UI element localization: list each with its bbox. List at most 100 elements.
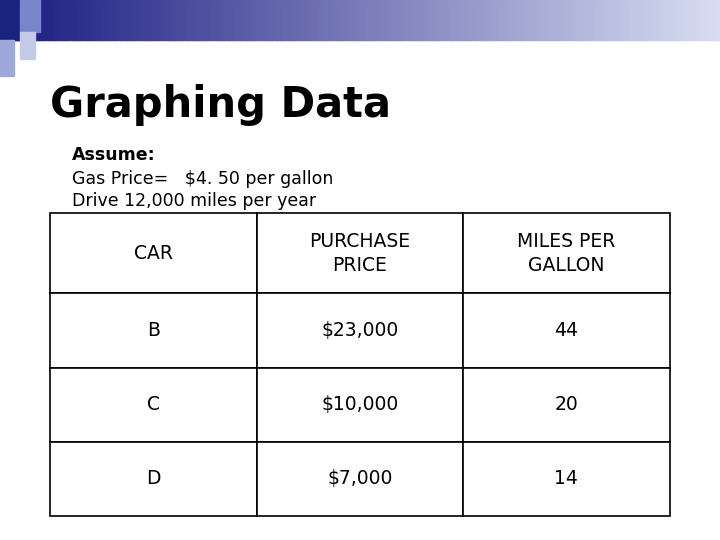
Bar [204, 0, 207, 40]
Text: $10,000: $10,000 [321, 395, 399, 414]
Bar [113, 0, 116, 40]
Text: Drive 12,000 miles per year: Drive 12,000 miles per year [72, 192, 316, 210]
Bar [495, 0, 498, 40]
Bar [55, 0, 58, 40]
Bar [523, 0, 526, 40]
Bar [77, 0, 80, 40]
Bar [372, 0, 375, 40]
Bar [252, 0, 255, 40]
Bar [158, 0, 161, 40]
Bar [542, 0, 546, 40]
Bar [346, 0, 348, 40]
Bar [103, 0, 107, 40]
Bar [629, 0, 632, 40]
Bar [408, 0, 411, 40]
Bar [36, 0, 39, 40]
Bar [358, 0, 361, 40]
Bar [29, 0, 32, 40]
Bar [398, 0, 402, 40]
Bar [513, 0, 517, 40]
Text: B: B [147, 321, 160, 340]
Bar [197, 0, 200, 40]
Bar [180, 0, 183, 40]
Bar [132, 0, 135, 40]
Bar [209, 0, 212, 40]
Bar [713, 0, 716, 40]
Bar [264, 0, 267, 40]
Bar [706, 0, 708, 40]
Bar [578, 0, 582, 40]
Bar [670, 0, 672, 40]
Bar [617, 0, 620, 40]
Bar [477, 0, 481, 40]
Bar [175, 0, 179, 40]
Bar [585, 0, 589, 40]
Bar [333, 0, 337, 40]
Bar [679, 0, 683, 40]
Bar [487, 0, 490, 40]
Bar [171, 0, 174, 40]
Bar [161, 0, 164, 40]
Bar [233, 0, 236, 40]
Bar [518, 0, 521, 40]
Bar [387, 0, 390, 40]
Bar [94, 0, 96, 40]
Bar [504, 0, 507, 40]
Bar [427, 0, 431, 40]
Bar [639, 0, 642, 40]
Bar [288, 0, 291, 40]
Bar [279, 0, 282, 40]
Bar [189, 0, 193, 40]
Bar [369, 0, 373, 40]
Bar [583, 0, 586, 40]
Bar [156, 0, 159, 40]
Bar [65, 0, 68, 40]
Bar [463, 213, 670, 293]
Bar [139, 0, 143, 40]
Bar [257, 213, 463, 293]
Bar [351, 0, 354, 40]
Bar [605, 0, 608, 40]
Bar [228, 0, 231, 40]
Bar [302, 0, 305, 40]
Bar [531, 0, 534, 40]
Bar [24, 0, 27, 40]
Bar [698, 0, 701, 40]
Bar [199, 0, 202, 40]
Bar [19, 0, 22, 40]
Bar [326, 0, 330, 40]
Bar [549, 0, 553, 40]
Bar [552, 0, 555, 40]
Bar [117, 0, 121, 40]
Bar [67, 0, 71, 40]
Bar [0, 0, 20, 40]
Text: C: C [147, 395, 160, 414]
Bar [470, 0, 474, 40]
Bar [324, 0, 327, 40]
Text: PURCHASE
PRICE: PURCHASE PRICE [310, 232, 410, 275]
Bar [480, 0, 483, 40]
Bar [202, 0, 204, 40]
Bar [418, 0, 420, 40]
Text: D: D [146, 469, 161, 488]
Bar [20, 0, 40, 32]
Bar [266, 0, 269, 40]
Text: Gas Price=   $4. 50 per gallon: Gas Price= $4. 50 per gallon [72, 170, 333, 188]
Bar [22, 0, 24, 40]
Bar [497, 0, 500, 40]
Bar [86, 0, 89, 40]
Bar [492, 0, 495, 40]
Bar [50, 368, 257, 442]
Bar [463, 0, 467, 40]
Bar [300, 0, 303, 40]
Bar [660, 0, 663, 40]
Bar [516, 0, 519, 40]
Bar [127, 0, 130, 40]
Bar [396, 0, 399, 40]
Bar [353, 0, 356, 40]
Bar [110, 0, 114, 40]
Bar [430, 0, 433, 40]
Bar [149, 0, 152, 40]
Bar [99, 0, 102, 40]
Bar [441, 0, 445, 40]
